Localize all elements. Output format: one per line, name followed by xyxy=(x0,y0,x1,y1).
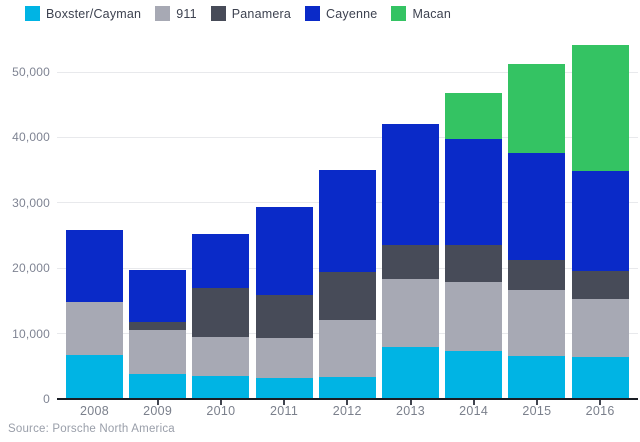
bar-segment-boxster-cayman-2011 xyxy=(255,378,313,399)
bar-segment-boxster-cayman-2009 xyxy=(129,373,187,399)
x-axis-tick-2015 xyxy=(535,400,538,405)
x-axis-label-2011: 2011 xyxy=(270,404,299,418)
bar-segment-911-2013 xyxy=(382,278,439,347)
bar-segment-boxster-cayman-2016 xyxy=(571,357,629,399)
bar-2016 xyxy=(571,45,629,399)
y-axis-label-20000: 20,000 xyxy=(12,261,50,276)
bar-segment-panamera-2009 xyxy=(129,321,187,331)
bar-2013 xyxy=(382,123,439,399)
legend-swatch-911 xyxy=(155,6,171,21)
bar-segment-cayenne-2009 xyxy=(129,269,187,322)
legend-item-cayenne: Cayenne xyxy=(305,6,377,21)
legend-swatch-cayenne xyxy=(305,6,321,21)
bar-segment-911-2015 xyxy=(508,289,566,356)
bar-segment-panamera-2013 xyxy=(382,244,439,279)
x-axis-tick-2014 xyxy=(472,400,475,405)
legend-item-panamera: Panamera xyxy=(210,6,292,21)
y-axis-label-10000: 10,000 xyxy=(12,326,50,341)
x-axis-tick-2009 xyxy=(156,400,159,405)
gridline-50000 xyxy=(57,71,638,73)
bar-segment-911-2009 xyxy=(129,330,187,374)
bar-segment-911-2011 xyxy=(255,338,313,379)
bar-segment-boxster-cayman-2015 xyxy=(508,355,566,399)
bar-segment-panamera-2010 xyxy=(192,287,250,337)
bar-segment-boxster-cayman-2013 xyxy=(382,346,439,399)
bar-segment-panamera-2015 xyxy=(508,259,566,290)
legend: Boxster/Cayman 911 Panamera Cayenne Macan xyxy=(25,6,451,21)
bar-segment-cayenne-2013 xyxy=(382,123,439,245)
legend-swatch-boxster-cayman xyxy=(25,6,40,21)
x-axis-tick-2012 xyxy=(346,400,349,405)
legend-item-911: 911 xyxy=(155,6,197,21)
bar-2009 xyxy=(129,269,187,399)
source-note: Source: Porsche North America xyxy=(8,423,175,435)
bar-segment-boxster-cayman-2012 xyxy=(318,376,376,399)
bar-2012 xyxy=(318,170,376,399)
y-axis-label-40000: 40,000 xyxy=(12,130,50,145)
x-axis-label-2010: 2010 xyxy=(206,404,236,418)
bar-segment-cayenne-2008 xyxy=(66,229,123,303)
bar-2014 xyxy=(445,92,503,399)
bar-segment-cayenne-2011 xyxy=(255,206,313,296)
bar-segment-911-2012 xyxy=(318,319,376,377)
bar-segment-cayenne-2014 xyxy=(445,138,503,245)
bar-2010 xyxy=(192,233,250,399)
bar-segment-boxster-cayman-2010 xyxy=(192,376,250,399)
x-axis-label-2013: 2013 xyxy=(395,404,425,418)
bar-segment-cayenne-2016 xyxy=(571,170,629,271)
legend-label: Macan xyxy=(412,6,451,21)
bar-segment-panamera-2014 xyxy=(445,244,503,282)
y-axis-label-0: 0 xyxy=(43,392,50,406)
legend-item-boxster-cayman: Boxster/Cayman xyxy=(25,6,141,21)
legend-swatch-macan xyxy=(391,6,407,21)
gridline-40000 xyxy=(57,136,638,138)
bar-segment-911-2014 xyxy=(445,281,503,352)
x-axis-label-2012: 2012 xyxy=(332,404,362,418)
bar-segment-cayenne-2012 xyxy=(318,170,376,273)
x-axis-label-2016: 2016 xyxy=(585,404,615,418)
bar-2008 xyxy=(66,229,123,399)
bar-segment-cayenne-2015 xyxy=(508,153,566,260)
y-axis-label-50000: 50,000 xyxy=(12,65,50,79)
bar-segment-macan-2016 xyxy=(571,45,629,171)
x-axis-tick-2013 xyxy=(409,400,412,405)
bar-2011 xyxy=(255,206,313,399)
bar-segment-boxster-cayman-2014 xyxy=(445,351,503,399)
x-axis-label-2008: 2008 xyxy=(79,404,109,418)
legend-swatch-panamera xyxy=(210,6,226,21)
x-axis-label-2014: 2014 xyxy=(459,404,489,418)
legend-label: Boxster/Cayman xyxy=(46,6,142,21)
legend-item-macan: Macan xyxy=(391,6,451,21)
bar-segment-911-2008 xyxy=(66,302,123,356)
x-axis-label-2015: 2015 xyxy=(522,404,552,418)
legend-label: Cayenne xyxy=(326,6,378,21)
legend-label: 911 xyxy=(176,6,197,21)
bar-segment-911-2016 xyxy=(571,298,629,358)
bar-segment-macan-2015 xyxy=(508,64,566,154)
bar-2015 xyxy=(508,64,566,399)
x-axis-line xyxy=(57,398,638,400)
y-axis-label-30000: 30,000 xyxy=(12,195,50,210)
bar-segment-cayenne-2010 xyxy=(192,233,250,288)
bar-segment-boxster-cayman-2008 xyxy=(66,355,123,399)
x-axis-tick-2016 xyxy=(599,400,602,405)
x-axis-tick-2010 xyxy=(219,400,222,405)
bar-segment-panamera-2011 xyxy=(255,295,313,339)
bar-segment-panamera-2016 xyxy=(571,270,629,299)
legend-label: Panamera xyxy=(231,6,292,21)
bar-segment-panamera-2012 xyxy=(318,272,376,320)
x-axis-tick-2011 xyxy=(283,400,286,405)
bar-segment-macan-2014 xyxy=(445,92,503,139)
x-axis-label-2009: 2009 xyxy=(143,404,173,418)
bar-segment-911-2010 xyxy=(192,336,250,377)
